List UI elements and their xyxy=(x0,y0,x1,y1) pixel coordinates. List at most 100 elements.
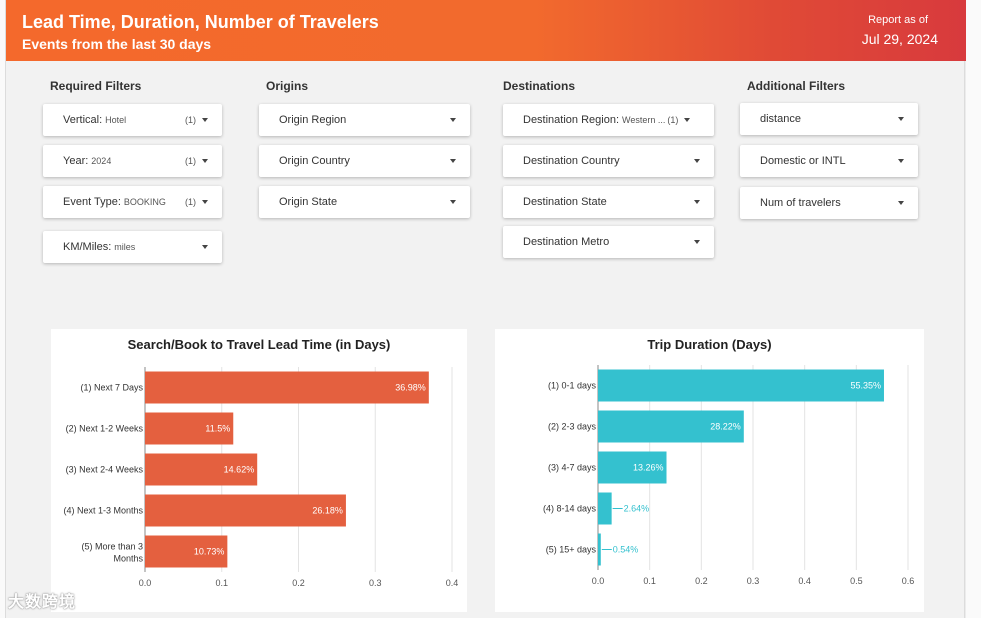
data-label: 2.64% xyxy=(624,504,650,514)
bar xyxy=(145,494,346,527)
report-date: Jul 29, 2024 xyxy=(861,31,938,47)
destination-state-filter[interactable]: Destination State xyxy=(503,186,714,218)
lead-time-chart: 0.0 0.1 0.2 0.3 0.4 (1) Next 7 Days 36.98% (2) … xyxy=(63,367,459,588)
category-label: (2) 2-3 days xyxy=(548,422,597,432)
x-tick-label: 0.2 xyxy=(695,576,708,586)
watermark-logo: 大数跨境 xyxy=(8,594,77,611)
year-filter-value: 2024 xyxy=(91,156,112,166)
category-label: (1) Next 7 Days xyxy=(80,383,143,393)
trip-duration-chart: 0.0 0.1 0.2 0.3 0.4 0.5 0.6 (1) 0-1 days 55.35% (… xyxy=(543,365,915,586)
report-subtitle: Events from the last 30 days xyxy=(22,36,212,52)
additional-filters-title: Additional Filters xyxy=(747,79,846,93)
vertical-filter-value: Hotel xyxy=(105,115,127,125)
dropdown-arrow-icon xyxy=(202,159,208,163)
destination-region-label: Destination Region: xyxy=(523,114,620,126)
category-label: (5) More than 3 xyxy=(81,542,143,552)
event-type-filter[interactable]: Event Type: BOOKING (1) xyxy=(43,186,222,218)
destination-state-label: Destination State xyxy=(523,196,607,208)
data-label: 0.54% xyxy=(613,545,639,555)
destination-region-filter[interactable]: Destination Region: Western ... (1) xyxy=(503,104,714,136)
domestic-intl-filter[interactable]: Domestic or INTL xyxy=(740,145,918,177)
x-tick-label: 0.0 xyxy=(139,578,152,588)
report-header: Lead Time, Duration, Number of Travelers… xyxy=(6,0,966,61)
category-label: (3) Next 2-4 Weeks xyxy=(66,465,144,475)
destination-country-label: Destination Country xyxy=(523,155,620,167)
origin-country-label: Origin Country xyxy=(279,155,350,167)
category-label: (4) Next 1-3 Months xyxy=(63,506,143,516)
report-page: Lead Time, Duration, Number of Travelers… xyxy=(5,0,966,618)
destinations-title: Destinations xyxy=(503,79,576,93)
left-edge xyxy=(0,0,5,618)
bar xyxy=(598,492,612,525)
required-filters-title: Required Filters xyxy=(50,79,142,93)
distance-filter[interactable]: distance xyxy=(740,103,918,135)
vertical-filter-label: Vertical: xyxy=(63,114,103,126)
event-type-filter-value: BOOKING xyxy=(123,197,166,207)
category-label: Months xyxy=(113,554,143,564)
destination-metro-label: Destination Metro xyxy=(523,236,610,248)
vertical-filter-count: (1) xyxy=(185,115,196,125)
bar xyxy=(145,371,429,404)
lead-time-chart-title: Search/Book to Travel Lead Time (in Days… xyxy=(127,337,391,352)
origin-state-filter[interactable]: Origin State xyxy=(259,186,470,218)
data-label: 36.98% xyxy=(395,383,426,393)
destination-metro-filter[interactable]: Destination Metro xyxy=(503,226,714,258)
dropdown-arrow-icon xyxy=(450,118,456,122)
num-travelers-filter[interactable]: Num of travelers xyxy=(740,187,918,219)
data-label: 28.22% xyxy=(710,422,741,432)
trip-duration-chart-card: Trip Duration (Days) 0.0 0.1 0.2 0.3 0.4 0.5 0… xyxy=(495,329,924,612)
destination-country-filter[interactable]: Destination Country xyxy=(503,145,714,177)
x-tick-label: 0.3 xyxy=(369,578,382,588)
km-miles-filter-value: miles xyxy=(114,242,136,252)
right-edge xyxy=(966,0,981,618)
dropdown-arrow-icon xyxy=(694,159,700,163)
x-tick-label: 0.5 xyxy=(850,576,863,586)
report-title: Lead Time, Duration, Number of Travelers xyxy=(22,12,379,32)
x-tick-label: 0.2 xyxy=(292,578,305,588)
bar xyxy=(598,451,667,484)
vertical-filter[interactable]: Vertical: Hotel (1) xyxy=(43,104,222,136)
report-as-of-label: Report as of xyxy=(868,14,928,26)
trip-duration-chart-title: Trip Duration (Days) xyxy=(647,337,772,352)
destination-region-count: (1) xyxy=(667,115,679,125)
origin-country-filter[interactable]: Origin Country xyxy=(259,145,470,177)
bar xyxy=(598,410,744,443)
num-travelers-label: Num of travelers xyxy=(760,197,841,209)
bar xyxy=(145,535,228,568)
x-tick-label: 0.6 xyxy=(902,576,915,586)
dropdown-arrow-icon xyxy=(202,118,208,122)
dropdown-arrow-icon xyxy=(202,245,208,249)
category-label: (1) 0-1 days xyxy=(548,381,597,391)
dropdown-arrow-icon xyxy=(898,159,904,163)
dropdown-arrow-icon xyxy=(898,201,904,205)
data-label: 26.18% xyxy=(312,506,343,516)
x-tick-label: 0.1 xyxy=(215,578,228,588)
origin-region-label: Origin Region xyxy=(279,114,347,126)
x-tick-label: 0.0 xyxy=(592,576,605,586)
km-miles-filter-label: KM/Miles: xyxy=(63,241,112,253)
km-miles-filter[interactable]: KM/Miles: miles xyxy=(43,231,222,263)
distance-label: distance xyxy=(760,113,801,125)
origins-title: Origins xyxy=(266,79,309,93)
dropdown-arrow-icon xyxy=(694,200,700,204)
x-tick-label: 0.3 xyxy=(747,576,760,586)
x-tick-label: 0.1 xyxy=(643,576,656,586)
origin-state-label: Origin State xyxy=(279,196,338,208)
origin-region-filter[interactable]: Origin Region xyxy=(259,104,470,136)
dropdown-arrow-icon xyxy=(694,240,700,244)
lead-time-chart-card: Search/Book to Travel Lead Time (in Days… xyxy=(51,329,467,612)
data-label: 13.26% xyxy=(633,463,664,473)
dropdown-arrow-icon xyxy=(684,118,691,122)
year-filter-count: (1) xyxy=(185,156,196,166)
year-filter[interactable]: Year: 2024 (1) xyxy=(43,145,222,177)
bar xyxy=(145,453,258,486)
data-label: 55.35% xyxy=(850,381,881,391)
x-tick-label: 0.4 xyxy=(446,578,459,588)
dropdown-arrow-icon xyxy=(898,117,904,121)
bar xyxy=(598,533,601,566)
category-label: (5) 15+ days xyxy=(546,545,597,555)
data-label: 11.5% xyxy=(205,424,230,434)
destination-region-value: Western ... xyxy=(622,115,666,125)
year-filter-label: Year: xyxy=(63,155,89,167)
bar xyxy=(598,369,884,402)
